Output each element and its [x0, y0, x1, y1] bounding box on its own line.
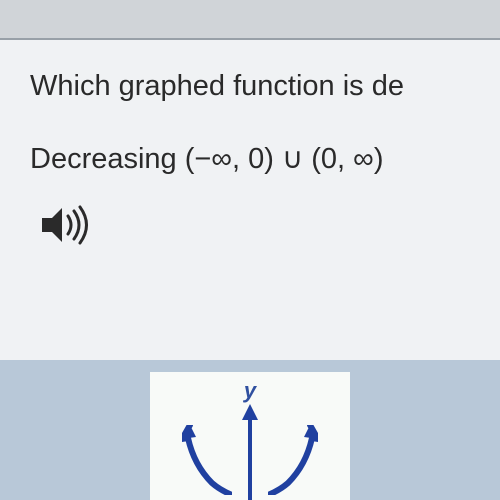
speaker-icon[interactable] [38, 204, 90, 251]
curve-left-icon [182, 425, 232, 500]
y-axis-label: y [244, 378, 256, 404]
window-top-bar [0, 0, 500, 40]
y-axis-arrow-icon [239, 404, 261, 500]
graph-panel: y [150, 372, 350, 500]
question-prompt: Which graphed function is de [30, 70, 500, 103]
question-content: Which graphed function is de Decreasing … [0, 40, 500, 360]
curve-right-icon [268, 425, 318, 500]
interval-description: Decreasing (−∞, 0) ∪ (0, ∞) [30, 141, 500, 176]
graph-area: y [0, 360, 500, 500]
